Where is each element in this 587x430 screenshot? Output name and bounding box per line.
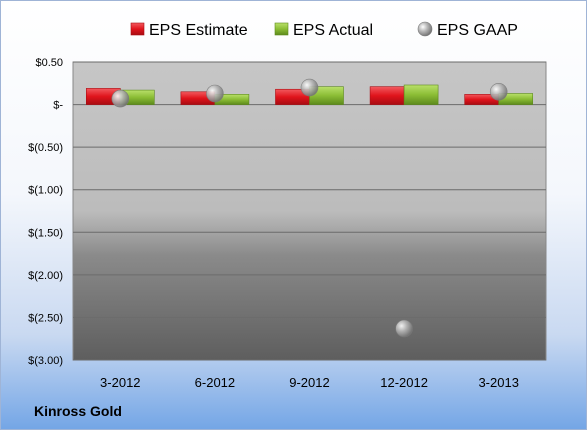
y-tick-label: $(2.50) [28, 312, 63, 324]
legend-marker-eps-estimate [130, 22, 145, 36]
legend-label-eps-gaap: EPS GAAP [437, 22, 518, 39]
x-tick-label: 3-2012 [100, 375, 140, 390]
legend-label-eps-estimate: EPS Estimate [149, 22, 248, 39]
x-tick-label: 9-2012 [289, 375, 329, 390]
y-tick-label: $0.50 [35, 57, 63, 69]
legend-label-eps-actual: EPS Actual [293, 22, 373, 39]
point-eps-gaap [395, 319, 413, 338]
company-name: Kinross Gold [34, 403, 122, 419]
legend-marker-eps-actual [274, 22, 289, 36]
y-tick-label: $(1.00) [28, 185, 63, 197]
y-tick-label: $- [53, 100, 63, 112]
y-tick-label: $(2.00) [28, 270, 63, 282]
legend-marker-eps-gaap [417, 21, 433, 37]
y-tick-label: $(3.00) [28, 355, 63, 367]
y-tick-label: $(1.50) [28, 227, 63, 239]
x-tick-label: 3-2013 [478, 375, 518, 390]
x-tick-label: 6-2012 [195, 375, 235, 390]
y-tick-label: $(0.50) [28, 142, 63, 154]
bar-eps-estimate [369, 86, 405, 105]
point-eps-gaap [489, 83, 508, 101]
bar-eps-actual [403, 84, 439, 105]
x-tick-label: 12-2012 [380, 375, 428, 390]
point-eps-gaap [300, 78, 319, 97]
point-eps-gaap [111, 89, 130, 108]
plot-area [72, 61, 547, 361]
point-eps-gaap [206, 84, 224, 103]
